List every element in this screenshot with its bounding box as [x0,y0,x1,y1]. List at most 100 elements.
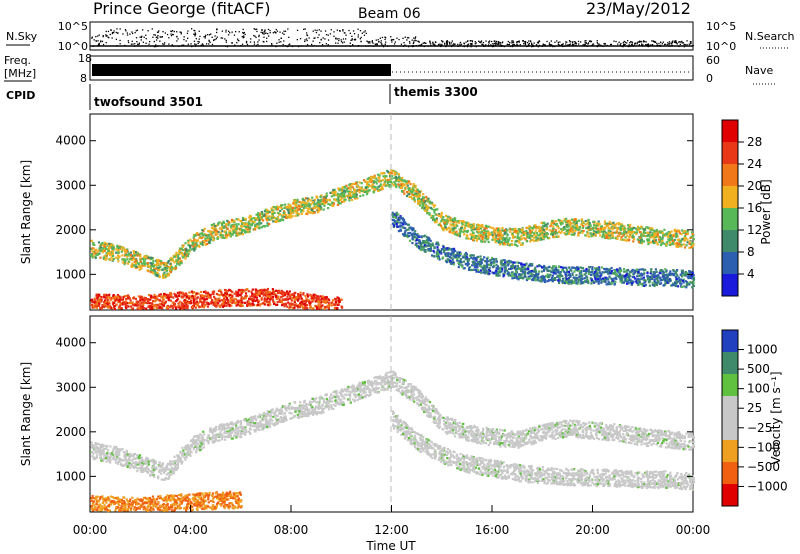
nsky-point [507,40,509,43]
data-point [429,206,432,209]
nsky-point [582,44,584,46]
data-point [526,226,529,229]
data-point [135,258,138,261]
data-point [545,235,548,238]
nsky-point [413,37,415,39]
nsky-point [211,36,213,38]
data-point [187,252,190,255]
data-point [306,199,309,202]
data-point [597,220,600,223]
data-point [491,233,494,236]
data-point [622,231,626,234]
data-point [405,191,409,194]
data-point [145,307,148,310]
nsky-point [583,44,586,46]
data-point [658,238,661,241]
nsky-point [320,30,322,32]
data-point [305,297,308,300]
data-point [387,178,390,181]
data-point [277,206,280,209]
data-point [264,208,267,211]
data-point [587,218,590,222]
data-point [281,204,284,207]
data-point [557,230,560,233]
data-point [173,292,176,295]
data-point [597,230,600,233]
data-point [560,230,563,233]
data-point [454,233,457,236]
data-point [214,297,217,300]
data-point [167,266,170,269]
data-point [402,183,405,186]
data-point [284,216,287,219]
nsky-point [342,29,344,31]
nsky-point [403,42,405,44]
nsky-point [258,35,260,38]
data-point [279,209,282,212]
data-point [266,208,269,211]
nsky-point [147,30,149,32]
nsky-point [580,41,582,43]
data-point [510,239,514,243]
data-point [566,225,569,228]
data-point [149,295,153,298]
nsky-point [140,39,142,41]
data-point [158,294,161,297]
data-point [570,233,573,236]
nsky-point [333,35,335,37]
data-point [563,219,566,222]
data-point [587,235,591,238]
data-point [327,307,331,310]
data-point [517,237,521,240]
data-point [271,213,274,216]
data-point [303,303,306,306]
data-point [467,222,470,225]
data-point [220,227,223,230]
data-point [199,241,202,244]
data-point [514,230,517,233]
nsky-point [415,40,417,42]
data-point [427,197,430,200]
data-point [127,260,130,263]
data-point [504,229,507,232]
data-point [204,243,207,246]
data-point [144,258,147,261]
data-point [91,256,94,259]
data-point [545,224,548,227]
data-point [139,299,142,302]
data-point [425,204,428,207]
data-point [493,228,496,231]
data-point [193,238,196,241]
data-point [309,301,312,304]
nsky-point [271,43,273,45]
nsky-point [556,40,558,42]
data-point [167,274,170,277]
data-point [400,190,404,193]
nsky-point [257,41,259,43]
nsky-point [283,33,285,35]
data-point [326,198,329,201]
data-point [207,230,210,233]
data-point [639,236,642,239]
data-point [646,240,649,243]
data-point [574,223,577,226]
nsky-point [149,41,151,43]
nsky-point [253,43,256,45]
data-point [106,244,109,247]
data-point [640,232,643,235]
data-point [382,175,385,178]
data-point [159,306,162,309]
data-point [282,219,285,222]
nsky-point [216,29,218,31]
data-point [157,273,160,276]
nsky-point [414,37,416,39]
data-point [680,245,683,248]
data-point [613,224,617,227]
data-point [272,291,275,294]
data-point [172,254,175,257]
data-point [267,291,270,294]
data-point [102,247,105,250]
data-point [615,222,618,225]
data-point [127,295,130,298]
data-point [578,219,581,222]
